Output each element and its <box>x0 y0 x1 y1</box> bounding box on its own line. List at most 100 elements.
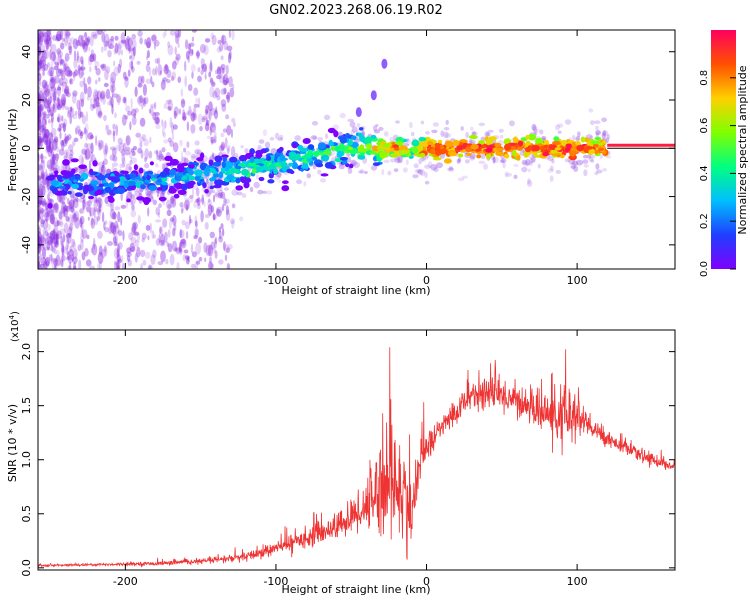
speckle-mark <box>165 258 169 265</box>
speckle-mark <box>42 227 46 236</box>
speckle-mark <box>42 134 49 143</box>
speckle-mark <box>113 66 120 77</box>
speckle-mark <box>122 97 127 104</box>
speckle-mark <box>41 198 47 208</box>
speckle-mark <box>38 72 42 82</box>
speckle-mark <box>100 90 106 100</box>
speckle-mark <box>56 97 60 110</box>
speckle-mark <box>78 64 81 76</box>
speckle-mark <box>63 63 66 73</box>
speckle-mark <box>171 75 174 82</box>
speckle-mark <box>602 168 607 172</box>
speckle-mark <box>130 200 134 206</box>
speckle-mark <box>38 186 43 198</box>
ridge-mark <box>594 136 602 141</box>
speckle-mark <box>206 136 212 139</box>
speckle-mark <box>153 234 157 239</box>
speckle-mark <box>194 140 200 146</box>
ridge-mark <box>438 139 443 144</box>
speckle-mark <box>498 128 504 133</box>
speckle-mark <box>225 114 230 120</box>
speckle-mark <box>41 116 46 126</box>
speckle-mark <box>123 41 127 47</box>
speckle-mark <box>296 179 303 185</box>
speckle-mark <box>41 185 46 197</box>
speckle-mark <box>50 113 54 123</box>
speckle-mark <box>114 260 118 266</box>
speckle-mark <box>44 34 51 42</box>
speckle-mark <box>223 197 227 207</box>
speckle-mark <box>108 226 112 235</box>
speckle-mark <box>59 30 63 40</box>
ridge-mark <box>443 158 452 164</box>
ridge-mark <box>324 150 332 156</box>
speckle-mark <box>59 197 64 204</box>
speckle-mark <box>39 208 46 214</box>
speckle-mark <box>90 217 94 226</box>
speckle-mark <box>522 161 529 167</box>
speckle-mark <box>317 137 323 141</box>
speckle-mark <box>212 90 218 99</box>
speckle-mark <box>174 220 177 231</box>
speckle-mark <box>218 145 225 152</box>
speckle-mark <box>58 220 61 226</box>
speckle-mark <box>217 66 222 77</box>
ridge-mark <box>554 147 562 151</box>
speckle-mark <box>378 126 384 131</box>
speckle-mark <box>70 193 74 200</box>
ridge-mark <box>336 151 343 158</box>
speckle-mark <box>129 60 134 70</box>
speckle-mark <box>46 164 51 168</box>
speckle-mark <box>73 137 79 142</box>
speckle-mark <box>81 59 84 67</box>
speckle-mark <box>110 222 115 234</box>
speckle-mark <box>151 68 157 76</box>
speckle-mark <box>222 67 225 74</box>
speckle-mark <box>50 51 56 62</box>
speckle-mark <box>54 240 59 248</box>
speckle-mark <box>469 155 476 161</box>
speckle-mark <box>195 51 200 57</box>
speckle-mark <box>60 70 66 81</box>
speckle-mark <box>48 119 51 124</box>
speckle-mark <box>117 63 122 74</box>
speckle-mark <box>179 241 186 247</box>
speckle-mark <box>154 150 158 155</box>
speckle-mark <box>116 243 120 256</box>
ridge-mark <box>249 156 255 164</box>
speckle-mark <box>57 219 60 227</box>
ridge-mark <box>138 177 144 182</box>
speckle-mark <box>131 204 135 211</box>
speckle-mark <box>262 190 267 194</box>
speckle-mark <box>88 160 92 172</box>
speckle-mark <box>63 77 68 85</box>
speckle-mark <box>44 88 50 97</box>
speckle-mark <box>606 133 611 140</box>
speckle-mark <box>487 129 494 133</box>
speckle-mark <box>42 199 46 206</box>
ridge-mark <box>166 162 173 166</box>
speckle-mark <box>310 135 317 140</box>
speckle-mark <box>111 104 114 115</box>
ridge-mark <box>591 140 600 145</box>
ridge-mark <box>274 153 282 157</box>
speckle-mark <box>38 30 42 35</box>
speckle-mark <box>59 220 64 226</box>
speckle-mark <box>38 126 42 137</box>
ridge-mark <box>218 171 224 179</box>
speckle-mark <box>38 243 42 254</box>
ridge-mark <box>273 168 278 175</box>
speckle-mark <box>86 234 90 240</box>
speckle-mark <box>117 211 121 223</box>
speckle-mark <box>77 107 82 120</box>
speckle-mark <box>43 128 50 139</box>
speckle-mark <box>41 71 45 77</box>
speckle-mark <box>76 124 81 133</box>
speckle-mark <box>85 259 92 267</box>
speckle-mark <box>225 94 230 100</box>
speckle-mark <box>277 137 284 141</box>
speckle-mark <box>124 96 127 106</box>
speckle-mark <box>167 243 173 253</box>
speckle-mark <box>110 200 114 212</box>
speckle-mark <box>219 65 224 77</box>
